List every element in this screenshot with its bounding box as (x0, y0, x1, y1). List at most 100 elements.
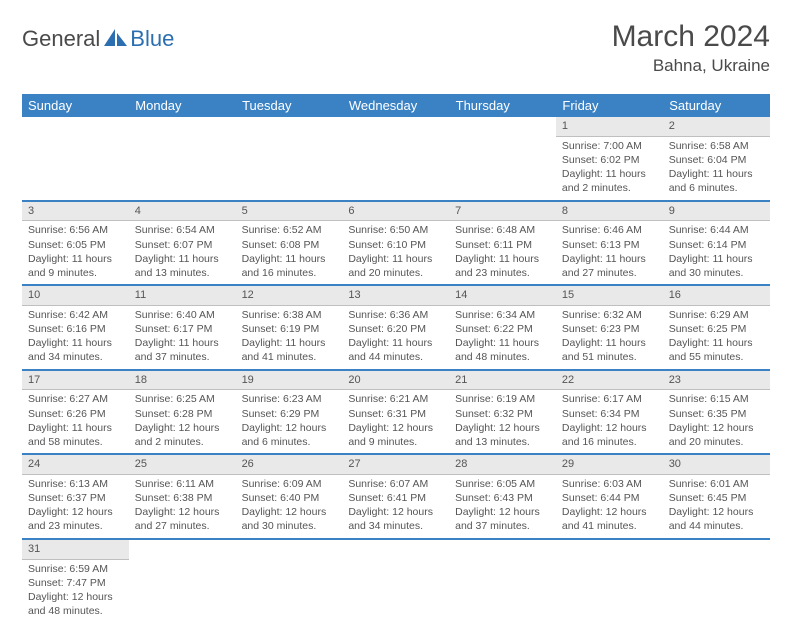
day-day1: Daylight: 11 hours (28, 252, 123, 266)
day-body: Sunrise: 6:34 AMSunset: 6:22 PMDaylight:… (449, 306, 556, 369)
day-day2: and 55 minutes. (669, 350, 764, 364)
day-body: Sunrise: 6:54 AMSunset: 6:07 PMDaylight:… (129, 221, 236, 284)
calendar-cell: 4Sunrise: 6:54 AMSunset: 6:07 PMDaylight… (129, 201, 236, 286)
day-day1: Daylight: 11 hours (348, 252, 443, 266)
calendar-cell: 2Sunrise: 6:58 AMSunset: 6:04 PMDaylight… (663, 117, 770, 201)
day-day2: and 2 minutes. (135, 435, 230, 449)
day-body: Sunrise: 6:46 AMSunset: 6:13 PMDaylight:… (556, 221, 663, 284)
day-number: 7 (449, 202, 556, 222)
day-number: 24 (22, 455, 129, 475)
calendar-cell: 16Sunrise: 6:29 AMSunset: 6:25 PMDayligh… (663, 285, 770, 370)
day-body: Sunrise: 6:40 AMSunset: 6:17 PMDaylight:… (129, 306, 236, 369)
day-day2: and 6 minutes. (669, 181, 764, 195)
day-number: 17 (22, 371, 129, 391)
day-day2: and 41 minutes. (562, 519, 657, 533)
day-day1: Daylight: 12 hours (135, 421, 230, 435)
day-body: Sunrise: 6:56 AMSunset: 6:05 PMDaylight:… (22, 221, 129, 284)
day-sunrise: Sunrise: 6:09 AM (242, 477, 337, 491)
day-body: Sunrise: 6:07 AMSunset: 6:41 PMDaylight:… (342, 475, 449, 538)
day-sunrise: Sunrise: 6:40 AM (135, 308, 230, 322)
location: Bahna, Ukraine (612, 56, 770, 76)
calendar-cell: 31Sunrise: 6:59 AMSunset: 7:47 PMDayligh… (22, 539, 129, 622)
weekday-header-row: Sunday Monday Tuesday Wednesday Thursday… (22, 94, 770, 117)
calendar-cell (449, 539, 556, 622)
day-day1: Daylight: 11 hours (562, 252, 657, 266)
calendar-cell (449, 117, 556, 201)
day-number: 19 (236, 371, 343, 391)
day-number: 29 (556, 455, 663, 475)
weekday-header: Wednesday (342, 94, 449, 117)
day-day1: Daylight: 12 hours (135, 505, 230, 519)
day-body: Sunrise: 6:58 AMSunset: 6:04 PMDaylight:… (663, 137, 770, 200)
day-sunrise: Sunrise: 6:59 AM (28, 562, 123, 576)
calendar-cell: 19Sunrise: 6:23 AMSunset: 6:29 PMDayligh… (236, 370, 343, 455)
calendar-cell (342, 117, 449, 201)
day-sunrise: Sunrise: 6:25 AM (135, 392, 230, 406)
day-number: 10 (22, 286, 129, 306)
calendar-cell: 5Sunrise: 6:52 AMSunset: 6:08 PMDaylight… (236, 201, 343, 286)
calendar-cell: 21Sunrise: 6:19 AMSunset: 6:32 PMDayligh… (449, 370, 556, 455)
calendar-cell: 29Sunrise: 6:03 AMSunset: 6:44 PMDayligh… (556, 454, 663, 539)
weekday-header: Friday (556, 94, 663, 117)
day-day1: Daylight: 12 hours (28, 505, 123, 519)
day-sunrise: Sunrise: 6:56 AM (28, 223, 123, 237)
day-sunset: Sunset: 6:31 PM (348, 407, 443, 421)
day-day2: and 44 minutes. (348, 350, 443, 364)
day-day2: and 20 minutes. (669, 435, 764, 449)
day-day2: and 30 minutes. (242, 519, 337, 533)
day-body: Sunrise: 6:44 AMSunset: 6:14 PMDaylight:… (663, 221, 770, 284)
day-day1: Daylight: 11 hours (669, 167, 764, 181)
day-day1: Daylight: 11 hours (669, 336, 764, 350)
day-body: Sunrise: 6:25 AMSunset: 6:28 PMDaylight:… (129, 390, 236, 453)
calendar-cell (22, 117, 129, 201)
day-day2: and 6 minutes. (242, 435, 337, 449)
day-day1: Daylight: 12 hours (348, 421, 443, 435)
calendar-cell: 25Sunrise: 6:11 AMSunset: 6:38 PMDayligh… (129, 454, 236, 539)
day-sunset: Sunset: 6:41 PM (348, 491, 443, 505)
calendar-cell: 24Sunrise: 6:13 AMSunset: 6:37 PMDayligh… (22, 454, 129, 539)
day-body: Sunrise: 6:05 AMSunset: 6:43 PMDaylight:… (449, 475, 556, 538)
day-sunset: Sunset: 6:07 PM (135, 238, 230, 252)
day-sunset: Sunset: 6:43 PM (455, 491, 550, 505)
calendar-cell (236, 117, 343, 201)
day-day1: Daylight: 11 hours (135, 252, 230, 266)
day-sunset: Sunset: 6:44 PM (562, 491, 657, 505)
day-number: 20 (342, 371, 449, 391)
day-body: Sunrise: 6:36 AMSunset: 6:20 PMDaylight:… (342, 306, 449, 369)
calendar-week-row: 31Sunrise: 6:59 AMSunset: 7:47 PMDayligh… (22, 539, 770, 622)
day-number: 26 (236, 455, 343, 475)
day-number: 22 (556, 371, 663, 391)
day-day1: Daylight: 11 hours (455, 252, 550, 266)
day-sunset: Sunset: 6:14 PM (669, 238, 764, 252)
day-sunrise: Sunrise: 6:15 AM (669, 392, 764, 406)
calendar-cell (556, 539, 663, 622)
calendar-cell: 13Sunrise: 6:36 AMSunset: 6:20 PMDayligh… (342, 285, 449, 370)
day-sunset: Sunset: 6:08 PM (242, 238, 337, 252)
day-sunrise: Sunrise: 6:52 AM (242, 223, 337, 237)
day-sunrise: Sunrise: 6:21 AM (348, 392, 443, 406)
day-sunrise: Sunrise: 6:17 AM (562, 392, 657, 406)
day-day1: Daylight: 12 hours (242, 421, 337, 435)
calendar-cell: 6Sunrise: 6:50 AMSunset: 6:10 PMDaylight… (342, 201, 449, 286)
day-day1: Daylight: 11 hours (28, 421, 123, 435)
day-sunrise: Sunrise: 6:01 AM (669, 477, 764, 491)
calendar-week-row: 17Sunrise: 6:27 AMSunset: 6:26 PMDayligh… (22, 370, 770, 455)
day-body: Sunrise: 6:11 AMSunset: 6:38 PMDaylight:… (129, 475, 236, 538)
logo: General Blue (22, 26, 174, 52)
day-number: 14 (449, 286, 556, 306)
day-body: Sunrise: 6:01 AMSunset: 6:45 PMDaylight:… (663, 475, 770, 538)
day-body: Sunrise: 6:21 AMSunset: 6:31 PMDaylight:… (342, 390, 449, 453)
day-sunset: Sunset: 6:13 PM (562, 238, 657, 252)
day-sunrise: Sunrise: 6:11 AM (135, 477, 230, 491)
calendar-cell: 30Sunrise: 6:01 AMSunset: 6:45 PMDayligh… (663, 454, 770, 539)
calendar-cell: 15Sunrise: 6:32 AMSunset: 6:23 PMDayligh… (556, 285, 663, 370)
day-sunset: Sunset: 6:11 PM (455, 238, 550, 252)
day-sunrise: Sunrise: 6:29 AM (669, 308, 764, 322)
logo-text-blue: Blue (130, 26, 174, 52)
day-body: Sunrise: 6:23 AMSunset: 6:29 PMDaylight:… (236, 390, 343, 453)
calendar-cell: 23Sunrise: 6:15 AMSunset: 6:35 PMDayligh… (663, 370, 770, 455)
day-sunset: Sunset: 6:17 PM (135, 322, 230, 336)
calendar-cell: 14Sunrise: 6:34 AMSunset: 6:22 PMDayligh… (449, 285, 556, 370)
day-number: 27 (342, 455, 449, 475)
day-number: 21 (449, 371, 556, 391)
